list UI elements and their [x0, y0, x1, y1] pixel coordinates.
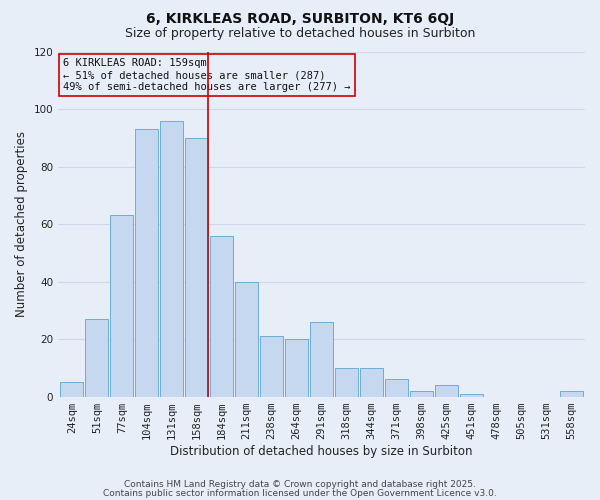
Bar: [136, 129, 158, 396]
Bar: [335, 368, 358, 396]
Bar: [410, 391, 433, 396]
Text: 6, KIRKLEAS ROAD, SURBITON, KT6 6QJ: 6, KIRKLEAS ROAD, SURBITON, KT6 6QJ: [146, 12, 454, 26]
Bar: [260, 336, 283, 396]
Bar: [360, 368, 383, 396]
Bar: [285, 339, 308, 396]
Bar: [560, 391, 583, 396]
Bar: [110, 216, 133, 396]
Text: 6 KIRKLEAS ROAD: 159sqm
← 51% of detached houses are smaller (287)
49% of semi-d: 6 KIRKLEAS ROAD: 159sqm ← 51% of detache…: [64, 58, 351, 92]
Text: Contains public sector information licensed under the Open Government Licence v3: Contains public sector information licen…: [103, 488, 497, 498]
Bar: [460, 394, 483, 396]
Bar: [435, 385, 458, 396]
Bar: [235, 282, 258, 397]
Bar: [160, 120, 183, 396]
Bar: [310, 322, 333, 396]
Bar: [210, 236, 233, 396]
Bar: [185, 138, 208, 396]
Bar: [385, 380, 408, 396]
Bar: [61, 382, 83, 396]
Text: Size of property relative to detached houses in Surbiton: Size of property relative to detached ho…: [125, 28, 475, 40]
X-axis label: Distribution of detached houses by size in Surbiton: Distribution of detached houses by size …: [170, 444, 473, 458]
Bar: [85, 319, 109, 396]
Text: Contains HM Land Registry data © Crown copyright and database right 2025.: Contains HM Land Registry data © Crown c…: [124, 480, 476, 489]
Y-axis label: Number of detached properties: Number of detached properties: [15, 131, 28, 317]
